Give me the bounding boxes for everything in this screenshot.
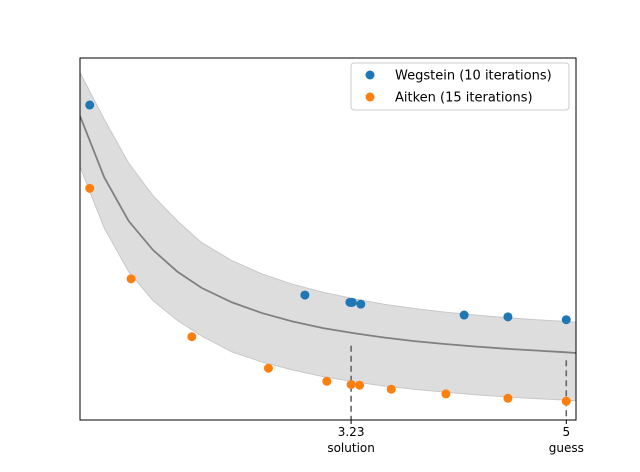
point-s1-4 [322,376,332,386]
legend-label-1: Aitken (15 iterations) [395,91,533,106]
point-s1-0 [85,183,95,193]
point-s0-4 [347,297,357,307]
point-s0-1 [300,290,310,300]
series-0 [85,100,571,325]
legend-marker-1 [365,92,375,102]
x-tick-sublabel-1: guess [549,441,584,455]
point-s0-6 [459,310,469,320]
point-s1-10 [561,396,571,406]
x-axis: 3.23 solution 5 guess [327,420,584,455]
x-tick-label-0: 3.23 [338,425,365,439]
point-s1-6 [355,380,365,390]
legend-marker-0 [365,70,375,80]
axes-frame [79,57,577,421]
point-s1-3 [263,363,273,373]
legend: Wegstein (10 iterations) Aitken (15 itera… [350,62,570,111]
x-tick-sublabel-0: solution [327,441,375,455]
point-s1-7 [386,384,396,394]
x-tick-label-1: 5 [562,425,570,439]
fit-curve [80,115,576,354]
point-s1-2 [187,332,197,342]
plot-content [80,72,576,420]
series-1 [85,183,571,406]
point-s1-8 [441,389,451,399]
confidence-band [80,72,576,402]
point-s0-8 [561,315,571,325]
point-s1-1 [126,274,136,284]
legend-box [350,62,570,111]
legend-label-0: Wegstein (10 iterations) [395,69,552,84]
point-s0-5 [356,299,366,309]
point-s1-5 [346,380,356,390]
point-s1-9 [503,393,513,403]
point-s0-0 [85,100,95,110]
point-s0-7 [503,312,513,322]
plot-area [80,72,576,420]
